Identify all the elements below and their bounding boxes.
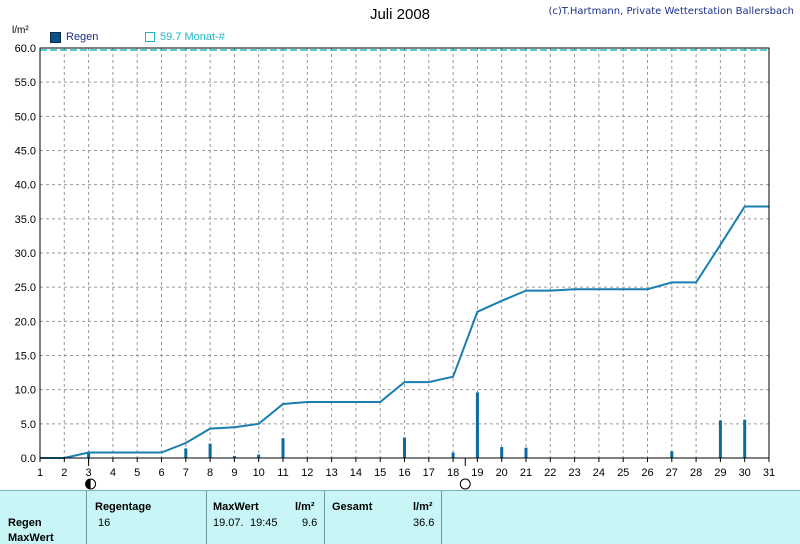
x-tick-label: 14 [350,467,362,479]
rain-chart: 0.0 5.0 10.0 15.0 20.0 25.0 30.0 35.0 40.0 45.0 50… [15,43,776,490]
x-tick-label: 4 [110,467,116,479]
copyright-text: (c)T.Hartmann, Private Wetterstation Bal… [548,6,794,17]
legend-regen: Regen [50,31,98,43]
chart-title: Juli 2008 [369,6,431,23]
maxwert-label: MaxWert [213,501,259,513]
y-tick-label: 50.0 [15,111,36,123]
x-tick-label: 18 [447,467,459,479]
axes: 0.0 5.0 10.0 15.0 20.0 25.0 30.0 35.0 40.0 45.0 50… [15,43,776,479]
x-tick-label: 16 [398,467,410,479]
grid [40,48,769,458]
y-tick-label: 15.0 [15,351,36,363]
rain-bar [87,452,91,458]
rain-bar [403,437,406,458]
rain-bar [670,451,674,458]
y-tick-label: 0.0 [21,453,36,465]
regentage-label: Regentage [95,501,152,513]
summary-panel: Regen MaxWert Regentage 16 MaxWert l/m² … [0,490,800,544]
x-tick-label: 31 [763,467,775,479]
y-axis-unit: l/m² [12,25,29,36]
x-tick-label: 25 [617,467,629,479]
x-tick-label: 8 [207,467,213,479]
moon-phase-icon [85,479,91,489]
gesamt-unit: l/m² [413,501,433,513]
gesamt-value: 36.6 [413,517,435,529]
legend-regen-swatch-icon [50,31,61,43]
panel-divider [206,491,207,544]
x-tick-label: 6 [158,467,164,479]
x-tick-label: 2 [61,467,67,479]
panel-divider [86,491,87,544]
x-tick-label: 15 [374,467,386,479]
x-tick-label: 5 [134,467,140,479]
panel-divider [441,491,442,544]
line-series [40,205,769,459]
x-tick-label: 22 [544,467,556,479]
y-tick-label: 25.0 [15,282,36,294]
y-tick-label: 60.0 [15,43,36,55]
x-tick-label: 27 [666,467,678,479]
x-tick-label: 23 [568,467,580,479]
x-tick-label: 13 [325,467,337,479]
x-tick-label: 30 [739,467,751,479]
x-tick-label: 21 [520,467,532,479]
rain-bar [500,447,504,458]
rain-bar [475,392,479,458]
rain-bar [208,443,212,458]
plot-frame [39,47,770,459]
gesamt-label: Gesamt [332,501,373,513]
row-label-maxwert: MaxWert [8,532,54,544]
rain-bar [718,420,722,458]
maxwert-unit: l/m² [295,501,315,513]
x-tick-label: 9 [231,467,237,479]
cumulative-line [40,205,769,459]
x-tick-label: 24 [593,467,605,479]
rain-bar [451,452,455,458]
maxwert-time: 19:45 [250,517,278,529]
y-tick-label: 40.0 [15,180,36,192]
y-tick-label: 5.0 [21,419,36,431]
y-tick-label: 10.0 [15,385,36,397]
legend-monat: 59.7 Monat-# [145,31,225,43]
bar-series [87,392,747,458]
rain-bar [524,447,528,458]
legend-monat-swatch-icon [145,32,155,42]
x-tick-label: 19 [471,467,483,479]
row-label-regen: Regen [8,517,42,529]
y-tick-label: 35.0 [15,214,36,226]
x-tick-label: 7 [183,467,189,479]
x-tick-label: 29 [714,467,726,479]
full-moon-icon [459,478,471,490]
rain-bar [257,454,261,458]
panel-divider [324,491,325,544]
x-tick-label: 3 [86,467,92,479]
maxwert-date: 19.07. [213,517,244,529]
legend-monat-label: 59.7 Monat-# [160,31,225,43]
y-tick-label: 45.0 [15,146,36,158]
x-tick-label: 12 [301,467,313,479]
x-tick-label: 26 [641,467,653,479]
y-tick-label: 55.0 [15,77,36,89]
x-tick-label: 20 [496,467,508,479]
x-tick-label: 1 [37,467,43,479]
y-tick-label: 20.0 [15,316,36,328]
y-tick-label: 30.0 [15,248,36,260]
rain-bar [184,448,188,458]
markers [85,458,471,490]
rain-bar [281,438,285,458]
x-tick-label: 17 [423,467,435,479]
maxwert-value: 9.6 [302,517,318,529]
x-tick-label: 11 [277,467,288,479]
legend-regen-label: Regen [66,31,99,43]
regentage-value: 16 [98,517,111,529]
x-tick-label: 10 [253,467,265,479]
rain-bar [232,455,236,458]
rain-bar [743,419,747,458]
x-tick-label: 28 [690,467,702,479]
